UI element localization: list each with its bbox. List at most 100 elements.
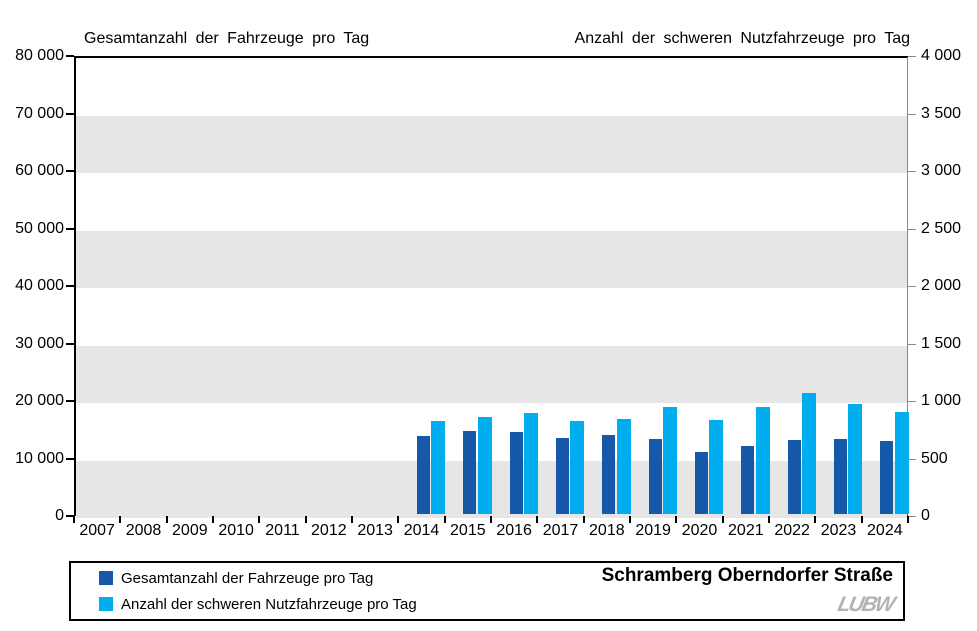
left-axis-tick (66, 285, 74, 287)
legend-swatch-total (99, 571, 113, 585)
right-axis-title: Anzahl der schweren Nutzfahrzeuge pro Ta… (574, 30, 910, 47)
right-axis-label: 1 000 (921, 392, 962, 409)
left-axis-tick (66, 342, 74, 345)
x-axis-tick (490, 516, 492, 523)
bar-2023-total (834, 439, 847, 514)
bar-2016-heavy (524, 412, 538, 514)
x-axis-tick (351, 516, 353, 523)
left-axis-label: 20 000 (15, 392, 64, 409)
bar-2017-heavy (570, 421, 585, 514)
right-axis-tick (908, 171, 916, 172)
right-axis-tick (908, 286, 916, 287)
right-axis-label: 2 500 (921, 219, 962, 237)
left-axis-tick (66, 112, 74, 115)
right-axis-label: 3 500 (921, 104, 962, 122)
x-axis-year-label: 2007 (79, 522, 115, 539)
x-axis-year-label: 2023 (820, 522, 857, 539)
right-axis-label: 0 (921, 507, 930, 524)
x-axis-tick (397, 516, 400, 523)
left-axis-label: 60 000 (15, 162, 64, 179)
x-axis-year-label: 2012 (311, 522, 347, 539)
bar-2021-heavy (755, 407, 770, 514)
grid-band (76, 345, 907, 403)
left-axis-tick (66, 227, 74, 230)
left-axis-title: Gesamtanzahl der Fahrzeuge pro Tag (84, 30, 370, 47)
right-axis-label: 2 000 (921, 277, 962, 294)
x-axis-year-label: 2022 (774, 522, 810, 539)
bar-2018-heavy (616, 419, 631, 514)
x-axis-tick (907, 516, 909, 523)
x-axis-tick (768, 516, 770, 523)
legend-item: Anzahl der schweren Nutzfahrzeuge pro Ta… (99, 594, 417, 614)
bar-2022-total (787, 439, 801, 514)
x-axis-year-label: 2013 (357, 522, 393, 539)
legend-box: Schramberg Oberndorfer Straße LUBW Gesam… (69, 561, 905, 621)
x-axis-year-label: 2010 (218, 522, 254, 539)
x-axis-year-label: 2014 (403, 522, 440, 539)
plot-area (74, 56, 909, 518)
grid-band (76, 115, 907, 173)
legend-item: Gesamtanzahl der Fahrzeuge pro Tag (99, 568, 373, 588)
legend-swatch-heavy (99, 597, 113, 611)
right-axis-label: 3 000 (921, 162, 962, 179)
x-axis-year-label: 2024 (867, 522, 903, 539)
grid-band (76, 230, 907, 288)
x-axis-year-label: 2021 (728, 522, 764, 539)
bar-2024-heavy (894, 411, 909, 514)
left-axis-label: 40 000 (15, 277, 64, 294)
legend-label: Anzahl der schweren Nutzfahrzeuge pro Ta… (121, 595, 417, 613)
right-axis-label: 4 000 (921, 47, 962, 64)
bar-2017-total (556, 437, 569, 514)
x-axis-tick (629, 516, 631, 523)
right-axis-tick (908, 228, 916, 230)
left-axis-label: 10 000 (15, 449, 64, 467)
bar-2020-heavy (709, 419, 724, 514)
x-axis-tick (304, 516, 307, 523)
right-axis-label: 1 500 (921, 334, 962, 352)
bar-2019-heavy (663, 407, 677, 514)
x-axis-tick (814, 516, 817, 523)
x-axis-year-label: 2019 (635, 522, 671, 539)
x-axis-tick (675, 516, 678, 523)
left-axis-tick (66, 400, 74, 402)
x-axis-tick (165, 516, 168, 523)
right-axis-tick (908, 343, 916, 345)
right-axis-tick (908, 401, 916, 402)
x-axis-tick (73, 516, 75, 523)
right-axis-tick (908, 516, 916, 517)
right-axis-tick (908, 56, 916, 57)
x-axis-tick (119, 516, 122, 523)
bar-2022-heavy (802, 392, 816, 514)
x-axis-tick (721, 516, 724, 523)
left-axis-tick (66, 55, 74, 57)
bar-2019-total (648, 439, 662, 514)
x-axis-tick (582, 516, 585, 523)
bar-2021-total (741, 445, 755, 514)
x-axis-year-label: 2015 (450, 522, 486, 539)
x-axis-year-label: 2008 (125, 522, 162, 539)
left-axis-label: 80 000 (15, 47, 64, 64)
bar-2018-total (602, 434, 616, 514)
left-axis-label: 0 (55, 507, 64, 524)
bar-2014-heavy (431, 420, 446, 514)
left-axis-tick (66, 170, 74, 172)
x-axis-tick (212, 516, 214, 523)
x-axis-tick (258, 516, 261, 523)
right-axis-tick (908, 458, 916, 460)
x-axis-year-label: 2017 (542, 522, 579, 539)
bar-2015-heavy (477, 416, 492, 514)
x-axis-year-label: 2011 (265, 522, 300, 539)
bar-2024-total (880, 440, 894, 514)
left-axis-tick (66, 515, 74, 517)
right-axis-label: 500 (921, 449, 948, 467)
x-axis-tick (443, 516, 446, 523)
bar-2023-heavy (848, 403, 863, 514)
x-axis-year-label: 2009 (172, 522, 208, 539)
right-axis-tick (908, 113, 916, 115)
lubw-logo: LUBW (835, 593, 896, 616)
x-axis-year-label: 2018 (589, 522, 625, 539)
x-axis-year-label: 2016 (496, 522, 532, 539)
legend-label: Gesamtanzahl der Fahrzeuge pro Tag (121, 569, 374, 587)
x-axis-tick (536, 516, 539, 523)
